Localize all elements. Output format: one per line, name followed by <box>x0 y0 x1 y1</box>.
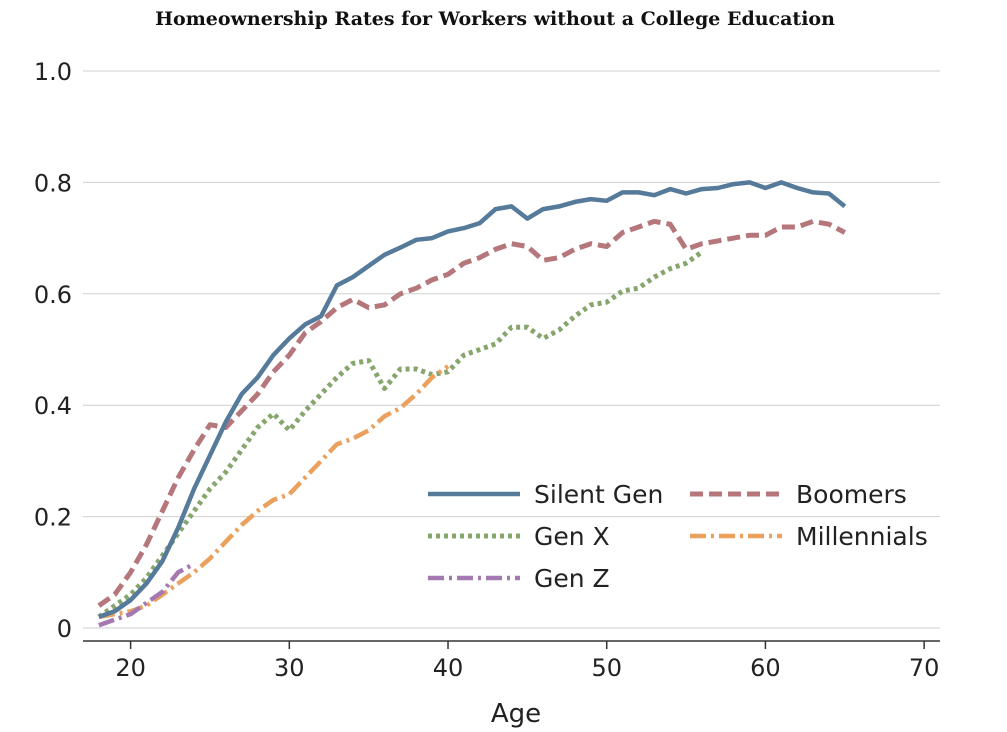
x-tick-label: 70 <box>909 654 940 682</box>
series-line-millennials <box>98 364 450 620</box>
legend: Silent Gen Boomers Gen X Millennials Gen Z <box>428 480 928 593</box>
y-tick-label: 0 <box>57 615 72 643</box>
x-axis: 20 30 40 50 60 70 Age <box>83 640 940 729</box>
legend-label-gen-z: Gen Z <box>534 564 610 593</box>
series-line-gen-x <box>97 249 704 619</box>
legend-label-boomers: Boomers <box>796 480 907 509</box>
y-tick-label: 0.8 <box>34 169 72 197</box>
x-tick-label: 20 <box>115 654 146 682</box>
legend-label-gen-x: Gen X <box>534 522 610 551</box>
x-tick-label: 60 <box>750 654 781 682</box>
y-tick-label: 0.2 <box>34 504 72 532</box>
x-tick-label: 40 <box>433 654 464 682</box>
y-tick-label: 0.4 <box>34 392 72 420</box>
series-lines <box>97 180 847 628</box>
legend-label-silent-gen: Silent Gen <box>534 480 663 509</box>
chart-title: Homeownership Rates for Workers without … <box>155 8 835 30</box>
y-tick-label: 1.0 <box>34 58 72 86</box>
x-tick-label: 50 <box>591 654 622 682</box>
x-tick-label: 30 <box>274 654 305 682</box>
gridlines: 0 0.2 0.4 0.6 0.8 1.0 <box>34 58 940 643</box>
y-tick-label: 0.6 <box>34 281 72 309</box>
legend-label-millennials: Millennials <box>796 522 928 551</box>
series-line-silent-gen <box>98 180 847 620</box>
series-line-boomers <box>97 218 846 608</box>
series-line-gen-z <box>98 561 196 628</box>
x-axis-label: Age <box>491 699 541 729</box>
